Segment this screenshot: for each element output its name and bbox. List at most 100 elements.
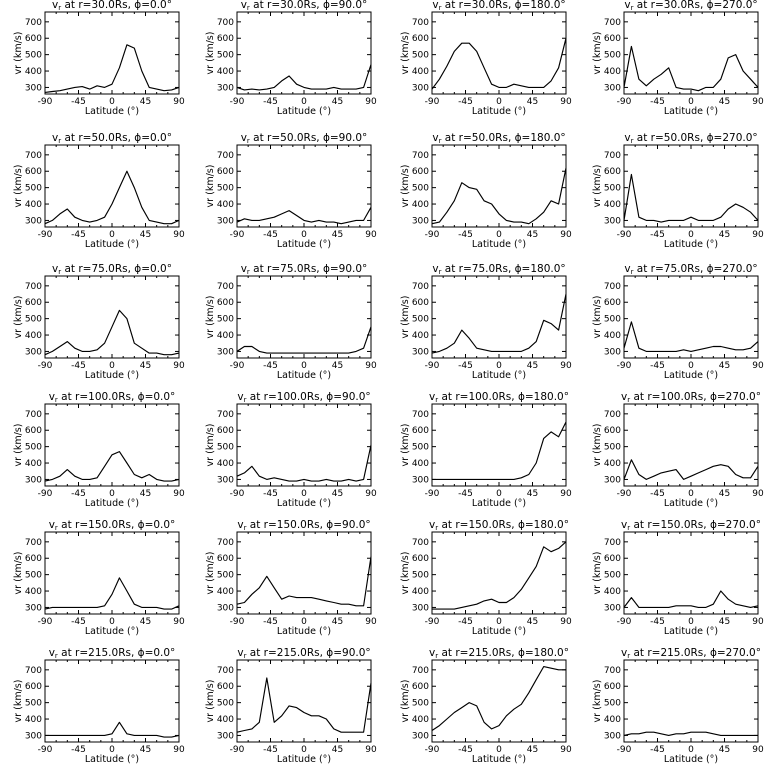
y-tick-label: 600 bbox=[412, 298, 429, 308]
y-tick-label: 600 bbox=[412, 554, 429, 564]
x-tick-label: -90 bbox=[425, 230, 440, 240]
y-axis-label: vr (km/s) bbox=[205, 296, 216, 339]
x-tick-label: -45 bbox=[650, 230, 665, 240]
x-axis-label: Latitude (°) bbox=[85, 370, 139, 381]
y-tick-label: 700 bbox=[604, 410, 621, 420]
series-line bbox=[44, 170, 180, 225]
series-line bbox=[236, 326, 372, 354]
x-tick-label: 45 bbox=[140, 617, 151, 627]
y-tick-label: 700 bbox=[25, 18, 42, 28]
x-tick-label: 90 bbox=[173, 617, 185, 627]
y-tick-label: 300 bbox=[412, 731, 429, 741]
y-tick-label: 300 bbox=[604, 731, 621, 741]
x-axis-label: Latitude (°) bbox=[277, 370, 331, 381]
x-tick-label: 0 bbox=[109, 97, 115, 107]
x-tick-label: -90 bbox=[38, 97, 53, 107]
x-axis-label: Latitude (°) bbox=[277, 626, 331, 637]
x-tick-label: -45 bbox=[458, 617, 473, 627]
panel: vr at r=215.0Rs, ϕ=0.0° -90 -45 0 45 90 300 400… bbox=[13, 647, 185, 765]
y-tick-label: 500 bbox=[412, 571, 429, 581]
x-tick-label: 0 bbox=[496, 361, 502, 371]
series-line bbox=[623, 321, 759, 352]
x-tick-label: -90 bbox=[425, 97, 440, 107]
y-tick-label: 400 bbox=[412, 331, 429, 341]
plot-frame bbox=[623, 531, 759, 615]
y-tick-label: 500 bbox=[217, 51, 234, 61]
x-tick-label: 45 bbox=[140, 361, 151, 371]
y-tick-label: 600 bbox=[604, 682, 621, 692]
y-axis-label: vr (km/s) bbox=[592, 32, 603, 75]
series-line bbox=[45, 721, 180, 738]
y-tick-label: 400 bbox=[412, 587, 429, 597]
y-tick-label: 500 bbox=[217, 315, 234, 325]
x-tick-label: 0 bbox=[688, 489, 694, 499]
series-line bbox=[236, 207, 372, 225]
panel-title: vr at r=215.0Rs, ϕ=90.0° bbox=[237, 647, 370, 660]
x-tick-label: -90 bbox=[425, 361, 440, 371]
y-tick-label: 300 bbox=[217, 603, 234, 613]
x-tick-label: 45 bbox=[719, 361, 730, 371]
y-tick-label: 500 bbox=[217, 699, 234, 709]
series-line bbox=[236, 677, 372, 733]
panel: vr at r=215.0Rs, ϕ=270.0° -90 -45 0 45 90 300 4… bbox=[592, 647, 764, 765]
x-tick-label: -90 bbox=[425, 617, 440, 627]
x-axis-label: Latitude (°) bbox=[85, 498, 139, 509]
x-tick-label: 45 bbox=[332, 230, 343, 240]
panel: vr at r=215.0Rs, ϕ=180.0° -90 -45 0 45 90 300 4… bbox=[400, 647, 572, 765]
panel-title: vr at r=30.0Rs, ϕ=180.0° bbox=[432, 0, 565, 12]
x-tick-label: 90 bbox=[560, 230, 572, 240]
x-axis-label: Latitude (°) bbox=[664, 498, 718, 509]
y-tick-label: 300 bbox=[217, 83, 234, 93]
y-tick-label: 700 bbox=[25, 538, 42, 548]
y-tick-label: 500 bbox=[412, 315, 429, 325]
x-tick-label: 0 bbox=[301, 361, 307, 371]
y-tick-label: 600 bbox=[25, 554, 42, 564]
y-tick-label: 700 bbox=[217, 18, 234, 28]
panel-title: vr at r=100.0Rs, ϕ=0.0° bbox=[49, 391, 176, 404]
x-tick-label: 90 bbox=[560, 97, 572, 107]
y-tick-label: 700 bbox=[217, 538, 234, 548]
x-tick-label: -45 bbox=[458, 361, 473, 371]
x-tick-label: 45 bbox=[719, 489, 730, 499]
y-tick-label: 500 bbox=[25, 184, 42, 194]
y-tick-label: 400 bbox=[217, 715, 234, 725]
y-tick-label: 400 bbox=[217, 200, 234, 210]
series-line bbox=[236, 556, 372, 607]
x-tick-label: -90 bbox=[617, 97, 632, 107]
panel: vr at r=50.0Rs, ϕ=0.0° -90 -45 0 45 90 300 400 5… bbox=[13, 132, 185, 250]
panel: vr at r=100.0Rs, ϕ=180.0° -90 -45 0 45 90 300 4… bbox=[400, 391, 572, 509]
x-axis-label: Latitude (°) bbox=[472, 370, 526, 381]
series-line bbox=[623, 459, 759, 480]
y-tick-label: 300 bbox=[217, 216, 234, 226]
panel-title: vr at r=150.0Rs, ϕ=180.0° bbox=[429, 519, 569, 532]
x-tick-label: 45 bbox=[527, 489, 538, 499]
y-tick-label: 500 bbox=[412, 699, 429, 709]
x-tick-label: -90 bbox=[38, 489, 53, 499]
x-tick-label: -90 bbox=[617, 361, 632, 371]
x-tick-label: 45 bbox=[332, 97, 343, 107]
x-tick-label: 45 bbox=[332, 745, 343, 755]
y-axis-label: vr (km/s) bbox=[13, 424, 24, 467]
plot-frame bbox=[44, 144, 180, 228]
y-axis-label: vr (km/s) bbox=[400, 680, 411, 723]
y-tick-label: 400 bbox=[412, 459, 429, 469]
panel: vr at r=100.0Rs, ϕ=90.0° -90 -45 0 45 90 300 40… bbox=[205, 391, 377, 509]
x-tick-label: 0 bbox=[301, 97, 307, 107]
x-tick-label: 0 bbox=[688, 745, 694, 755]
x-tick-label: -45 bbox=[458, 489, 473, 499]
x-tick-label: 90 bbox=[752, 361, 764, 371]
x-tick-label: 90 bbox=[173, 489, 185, 499]
plot-frame bbox=[431, 275, 567, 359]
y-tick-label: 500 bbox=[25, 571, 42, 581]
plot-frame bbox=[236, 659, 372, 743]
series-line bbox=[431, 38, 567, 90]
panel-title: vr at r=215.0Rs, ϕ=180.0° bbox=[429, 647, 569, 660]
x-tick-label: 90 bbox=[752, 97, 764, 107]
y-tick-label: 600 bbox=[412, 34, 429, 44]
panel-title: vr at r=30.0Rs, ϕ=270.0° bbox=[624, 0, 757, 12]
x-tick-label: -45 bbox=[650, 617, 665, 627]
x-tick-label: 0 bbox=[301, 489, 307, 499]
x-tick-label: 0 bbox=[688, 617, 694, 627]
panel-title: vr at r=50.0Rs, ϕ=90.0° bbox=[241, 132, 368, 145]
plot-frame bbox=[431, 11, 567, 95]
